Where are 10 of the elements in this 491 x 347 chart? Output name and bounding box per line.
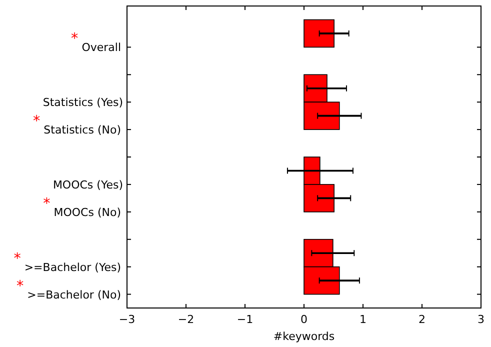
x-tick-label: 1 <box>360 313 366 326</box>
x-tick-label: 2 <box>418 313 426 326</box>
x-tick-label: −2 <box>178 313 194 326</box>
x-axis-title: #keywords <box>273 330 335 343</box>
y-tick-label: MOOCs (Yes) <box>52 178 123 192</box>
x-tick-label: −3 <box>118 313 136 326</box>
x-tick-label: 3 <box>478 313 484 326</box>
x-tick-label: −1 <box>236 313 254 326</box>
x-tick-label: 0 <box>300 313 308 326</box>
y-tick-label: Statistics (Yes) <box>42 96 123 110</box>
